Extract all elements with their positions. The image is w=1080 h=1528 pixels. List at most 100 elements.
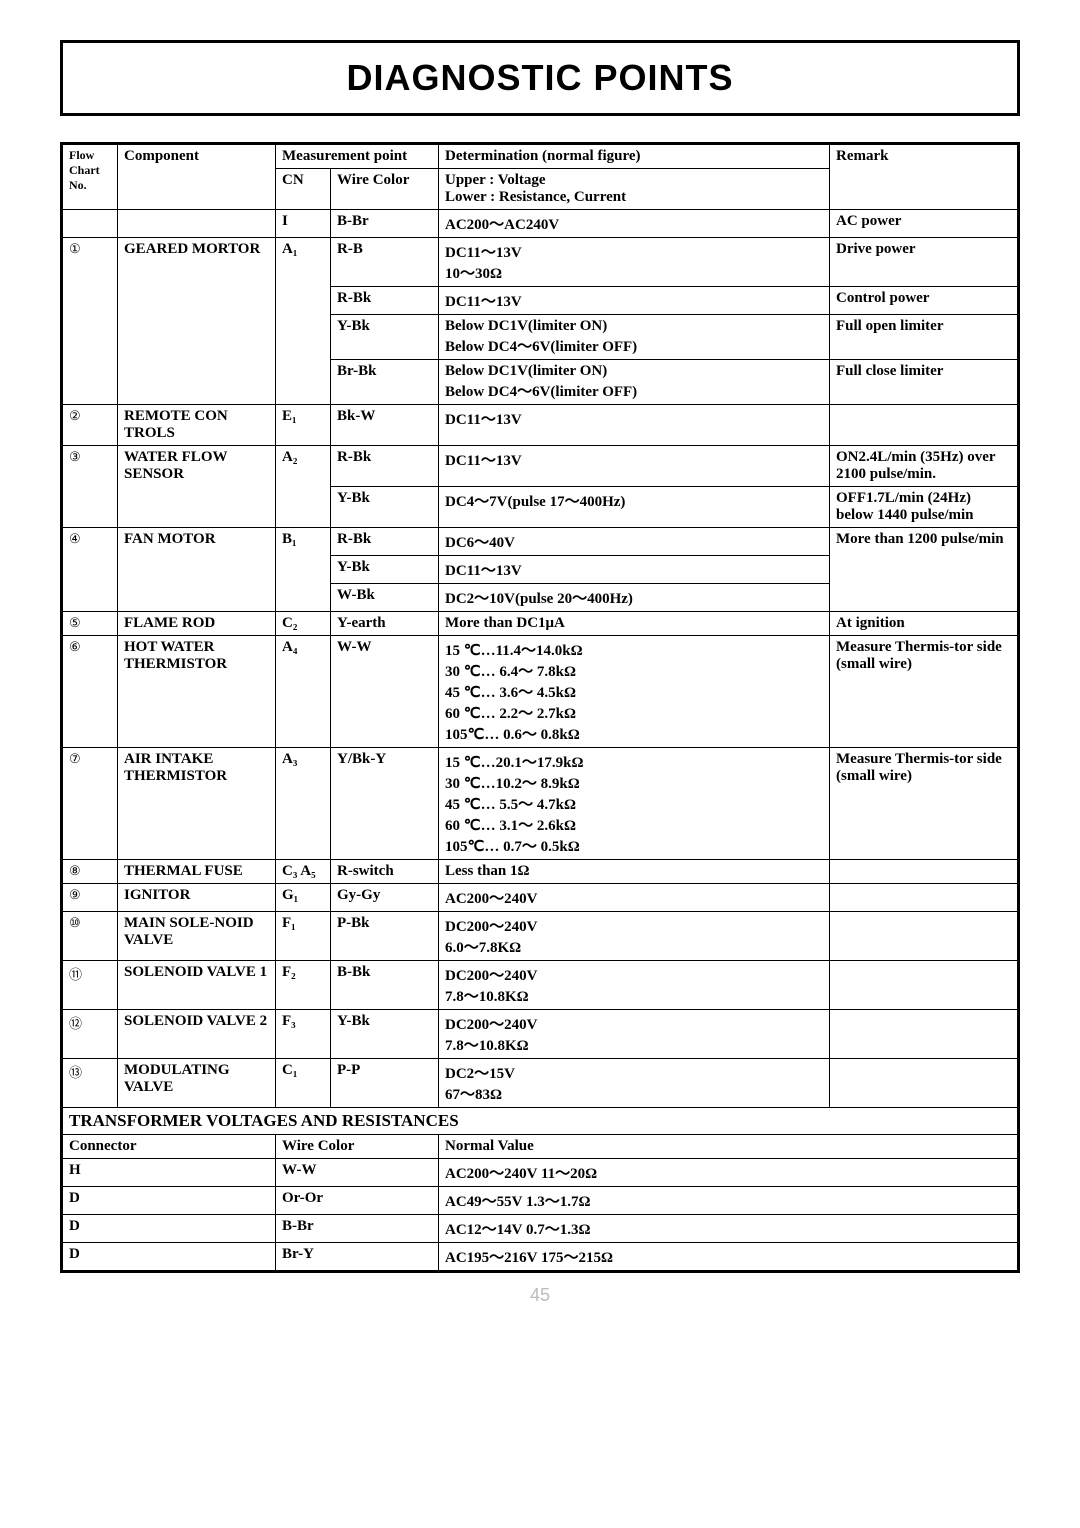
- table-row: ConnectorWire ColorNormal Value: [62, 1135, 1019, 1159]
- s2-hdr-connector: Connector: [62, 1135, 276, 1159]
- cell-cn: A₃: [276, 748, 331, 860]
- s2-cell-connector: D: [62, 1215, 276, 1243]
- cell-flow: ①: [62, 238, 118, 405]
- cell-component: MODULATING VALVE: [118, 1059, 276, 1108]
- cell-component: GEARED MORTOR: [118, 238, 276, 405]
- cell-wire: Y-Bk: [331, 556, 439, 584]
- s2-cell-wire: Or-Or: [276, 1187, 439, 1215]
- cell-determination: More than DC1μA: [439, 612, 830, 636]
- cell-flow: ⑤: [62, 612, 118, 636]
- cell-component: [118, 210, 276, 238]
- cell-cn: A₄: [276, 636, 331, 748]
- cell-component: REMOTE CON TROLS: [118, 405, 276, 446]
- cell-wire: B-Br: [331, 210, 439, 238]
- cell-cn: F₁: [276, 912, 331, 961]
- section-heading-row: TRANSFORMER VOLTAGES AND RESISTANCES: [62, 1108, 1019, 1135]
- s2-cell-wire: B-Br: [276, 1215, 439, 1243]
- cell-remark: OFF1.7L/min (24Hz) below 1440 pulse/min: [830, 487, 1019, 528]
- table-row: DOr-OrAC49～55V 1.3～1.7Ω: [62, 1187, 1019, 1215]
- cell-flow: ⑦: [62, 748, 118, 860]
- cell-determination: 15 ℃…11.4～14.0kΩ 30 ℃… 6.4～ 7.8kΩ 45 ℃… …: [439, 636, 830, 748]
- cell-wire: Y-Bk: [331, 1010, 439, 1059]
- cell-determination: AC200～240V: [439, 884, 830, 912]
- cell-determination: AC200～AC240V: [439, 210, 830, 238]
- cell-flow: ⑥: [62, 636, 118, 748]
- table-row: IB-BrAC200～AC240VAC power: [62, 210, 1019, 238]
- cell-wire: Gy-Gy: [331, 884, 439, 912]
- cell-flow: ⑧: [62, 860, 118, 884]
- cell-wire: R-switch: [331, 860, 439, 884]
- cell-wire: R-B: [331, 238, 439, 287]
- cell-remark: Control power: [830, 287, 1019, 315]
- cell-wire: Y/Bk-Y: [331, 748, 439, 860]
- cell-remark: [830, 405, 1019, 446]
- cell-determination: 15 ℃…20.1～17.9kΩ 30 ℃…10.2～ 8.9kΩ 45 ℃… …: [439, 748, 830, 860]
- cell-remark: Full close limiter: [830, 360, 1019, 405]
- cell-determination: DC11～13V: [439, 287, 830, 315]
- table-row: ⑪SOLENOID VALVE 1F₂B-BkDC200～240V 7.8～10…: [62, 961, 1019, 1010]
- table-row: ②REMOTE CON TROLSE₁Bk-WDC11～13V: [62, 405, 1019, 446]
- cell-determination: Less than 1Ω: [439, 860, 830, 884]
- cell-cn: E₁: [276, 405, 331, 446]
- cell-component: AIR INTAKE THERMISTOR: [118, 748, 276, 860]
- s2-cell-wire: Br-Y: [276, 1243, 439, 1272]
- cell-cn: F₃: [276, 1010, 331, 1059]
- s2-cell-value: AC200～240V 11～20Ω: [439, 1159, 1019, 1187]
- cell-cn: C₃ A₅: [276, 860, 331, 884]
- cell-remark: At ignition: [830, 612, 1019, 636]
- section2-title: TRANSFORMER VOLTAGES AND RESISTANCES: [62, 1108, 1019, 1135]
- cell-flow: [62, 210, 118, 238]
- s2-cell-connector: D: [62, 1187, 276, 1215]
- cell-determination: DC200～240V 7.8～10.8KΩ: [439, 1010, 830, 1059]
- cell-remark: Full open limiter: [830, 315, 1019, 360]
- cell-remark: [830, 860, 1019, 884]
- table-row: DBr-YAC195～216V 175～215Ω: [62, 1243, 1019, 1272]
- cell-determination: DC4～7V(pulse 17～400Hz): [439, 487, 830, 528]
- cell-wire: W-W: [331, 636, 439, 748]
- cell-cn: G₁: [276, 884, 331, 912]
- cell-wire: R-Bk: [331, 287, 439, 315]
- table-row: ⑩MAIN SOLE-NOID VALVEF₁P-BkDC200～240V 6.…: [62, 912, 1019, 961]
- cell-determination: Below DC1V(limiter ON) Below DC4～6V(limi…: [439, 315, 830, 360]
- cell-component: IGNITOR: [118, 884, 276, 912]
- cell-wire: P-Bk: [331, 912, 439, 961]
- hdr-meas: Measurement point: [276, 144, 439, 169]
- cell-cn: C₁: [276, 1059, 331, 1108]
- hdr-det-upper: Upper : Voltage: [445, 172, 823, 189]
- cell-component: WATER FLOW SENSOR: [118, 446, 276, 528]
- hdr-component: Component: [118, 144, 276, 210]
- cell-determination: DC11～13V: [439, 556, 830, 584]
- cell-determination: DC2～10V(pulse 20～400Hz): [439, 584, 830, 612]
- s2-cell-connector: H: [62, 1159, 276, 1187]
- hdr-det-lower: Lower : Resistance, Current: [445, 189, 823, 206]
- cell-remark: [830, 961, 1019, 1010]
- table-row: ⑨IGNITORG₁Gy-GyAC200～240V: [62, 884, 1019, 912]
- cell-determination: DC200～240V 6.0～7.8KΩ: [439, 912, 830, 961]
- cell-component: HOT WATER THERMISTOR: [118, 636, 276, 748]
- cell-wire: Bk-W: [331, 405, 439, 446]
- cell-component: THERMAL FUSE: [118, 860, 276, 884]
- s2-cell-value: AC12～14V 0.7～1.3Ω: [439, 1215, 1019, 1243]
- cell-remark: [830, 1059, 1019, 1108]
- cell-wire: P-P: [331, 1059, 439, 1108]
- cell-cn: B₁: [276, 528, 331, 612]
- s2-cell-wire: W-W: [276, 1159, 439, 1187]
- cell-component: MAIN SOLE-NOID VALVE: [118, 912, 276, 961]
- cell-determination: DC11～13V 10～30Ω: [439, 238, 830, 287]
- table-row: ⑤FLAME RODC₂Y-earthMore than DC1μAAt ign…: [62, 612, 1019, 636]
- cell-flow: ⑬: [62, 1059, 118, 1108]
- cell-remark: Measure Thermis-tor side (small wire): [830, 748, 1019, 860]
- cell-remark: More than 1200 pulse/min: [830, 528, 1019, 612]
- cell-wire: Y-Bk: [331, 315, 439, 360]
- page-title: DIAGNOSTIC POINTS: [60, 40, 1020, 116]
- cell-cn: A₁: [276, 238, 331, 405]
- cell-cn: F₂: [276, 961, 331, 1010]
- cell-determination: DC200～240V 7.8～10.8KΩ: [439, 961, 830, 1010]
- cell-remark: Drive power: [830, 238, 1019, 287]
- table-row: ⑥HOT WATER THERMISTORA₄W-W15 ℃…11.4～14.0…: [62, 636, 1019, 748]
- table-row: ①GEARED MORTORA₁R-BDC11～13V 10～30ΩDrive …: [62, 238, 1019, 287]
- cell-flow: ⑩: [62, 912, 118, 961]
- cell-component: SOLENOID VALVE 2: [118, 1010, 276, 1059]
- cell-wire: R-Bk: [331, 528, 439, 556]
- table-row: HW-WAC200～240V 11～20Ω: [62, 1159, 1019, 1187]
